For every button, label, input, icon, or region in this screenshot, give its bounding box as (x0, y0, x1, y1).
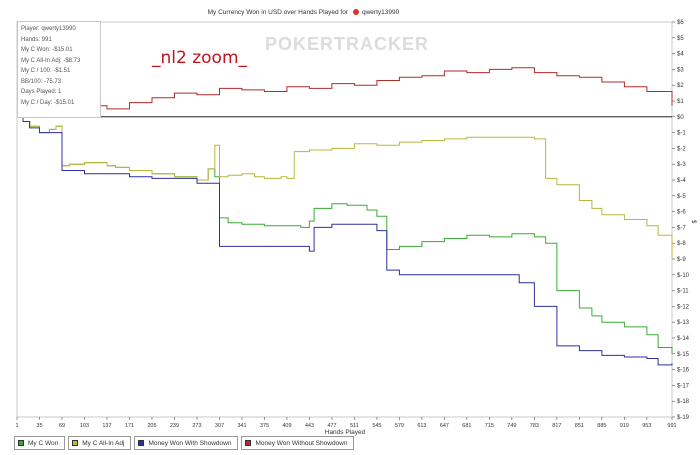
stats-box: Player: qwerty13990 Hands: 991 My C Won:… (17, 21, 101, 118)
series-line-3 (17, 67, 673, 118)
x-tick-label: 953 (642, 423, 651, 429)
x-tick-label: 477 (327, 423, 336, 429)
stat-per-100: My C / 100: -$1.51 (21, 68, 71, 74)
x-tick-label: 137 (102, 423, 111, 429)
x-tick-label: 375 (260, 423, 269, 429)
legend: My C Won My C All-In Adj Money Won With … (14, 436, 355, 450)
x-tick-label: 851 (575, 423, 584, 429)
plot-frame (16, 21, 673, 418)
y-tick-label: $3 (677, 67, 684, 73)
y-tick-label: $-13 (677, 320, 690, 326)
y-tick-label: $-12 (677, 304, 690, 310)
stat-bb-100: BB/100: -75.73 (21, 78, 62, 85)
legend-label: Money Won Without Showdown (255, 439, 348, 447)
y-tick-label: $0 (677, 115, 684, 121)
x-tick-label: 273 (192, 423, 201, 429)
y-tick-label: $-2 (677, 146, 686, 152)
y-tick-label: $-10 (677, 273, 690, 279)
x-tick-label: 749 (507, 423, 516, 429)
x-tick-label: 409 (282, 423, 291, 429)
y-tick-label: $2 (677, 83, 684, 89)
x-axis-label: Hands Played (325, 429, 366, 436)
pokertracker-icon (353, 9, 359, 15)
y-tick-label: $-14 (677, 336, 690, 342)
stat-allin-adj: My C All-In Adj: -$8.73 (21, 57, 81, 64)
y-tick-label: $-17 (677, 383, 690, 389)
y-tick-label: $-6 (677, 210, 686, 216)
legend-item-no-showdown[interactable]: Money Won Without Showdown (241, 436, 355, 450)
x-tick-label: 817 (552, 423, 561, 429)
x-tick-label: 171 (125, 423, 134, 429)
legend-swatch (72, 440, 79, 446)
x-tick-label: 681 (462, 423, 471, 429)
y-tick-label: $5 (677, 36, 684, 42)
x-tick-label: 579 (395, 423, 404, 429)
x-tick-label: 885 (597, 423, 606, 429)
stat-hands: Hands: 991 (21, 36, 52, 43)
y-tick-label: $-11 (677, 289, 689, 295)
y-tick-label: $-9 (677, 257, 686, 263)
series-line-2 (17, 116, 673, 366)
x-tick-label: 1 (15, 423, 18, 429)
y-tick-label: $-15 (677, 352, 690, 358)
x-tick-label: 511 (350, 423, 359, 429)
x-tick-label: 35 (36, 423, 42, 429)
annotation-note: _nl2 zoom_ (152, 48, 248, 68)
stat-per-day: My C / Day: -$15.01 (21, 99, 75, 106)
legend-swatch (18, 440, 24, 446)
legend-item-my-c-won[interactable]: My C Won (14, 436, 66, 450)
legend-item-all-in-adj[interactable]: My C All-In Adj (68, 436, 132, 450)
stat-won: My C Won: -$15.01 (21, 47, 73, 53)
x-tick-label: 919 (620, 423, 629, 429)
x-tick-label: 991 (667, 423, 676, 429)
y-tick-label: $-19 (677, 415, 690, 421)
x-tick-label: 545 (372, 423, 381, 429)
x-tick-label: 69 (59, 423, 65, 429)
chart-title: My Currency Won in USD over Hands Played… (208, 9, 349, 16)
x-tick-label: 103 (80, 423, 89, 429)
y-tick-label: $-3 (677, 162, 686, 168)
x-tick-label: 307 (215, 423, 224, 429)
y-tick-label: $-4 (677, 178, 686, 184)
series-line-1 (17, 116, 673, 258)
y-tick-label: $1 (677, 99, 684, 105)
x-tick-label: 613 (417, 423, 426, 429)
x-tick-label: 205 (147, 423, 156, 429)
x-tick-label: 239 (170, 423, 179, 429)
legend-swatch (245, 440, 252, 446)
stat-days: Days Played: 1 (21, 89, 62, 95)
legend-label: My C Won (28, 439, 59, 447)
y-tick-label: $6 (677, 20, 684, 26)
y-tick-label: $-18 (677, 399, 690, 405)
x-tick-label: 715 (485, 423, 494, 429)
y-axis-label: $ (690, 220, 696, 224)
x-tick-label: 341 (237, 423, 246, 429)
legend-label: Money Won With Showdown (148, 439, 232, 447)
stat-player: Player: qwerty13990 (21, 26, 76, 32)
y-tick-label: $4 (677, 52, 684, 58)
y-tick-label: $-16 (677, 368, 690, 374)
y-tick-label: $-1 (677, 131, 686, 137)
y-tick-label: $-5 (677, 194, 686, 200)
y-tick-label: $-7 (677, 225, 686, 231)
y-tick-label: $-8 (677, 241, 686, 247)
watermark-logo: POKERTRACKER (265, 34, 430, 54)
x-tick-label: 647 (440, 423, 449, 429)
legend-swatch (138, 440, 145, 446)
chart-title-player: qwerty13990 (362, 9, 400, 16)
legend-item-showdown[interactable]: Money Won With Showdown (134, 436, 239, 450)
legend-label: My C All-In Adj (82, 439, 125, 447)
x-tick-label: 783 (530, 423, 539, 429)
x-tick-label: 443 (305, 423, 314, 429)
